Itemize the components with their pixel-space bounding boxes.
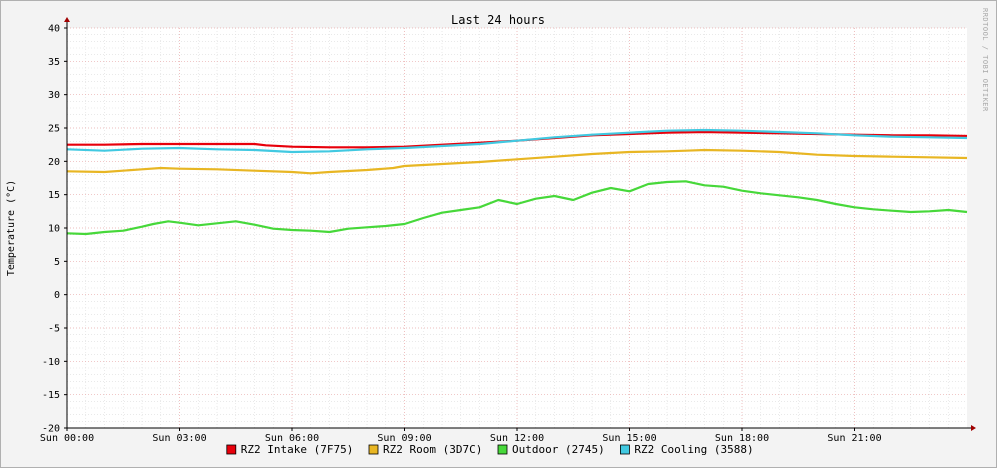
x-tick-label: Sun 09:00 [377, 433, 431, 444]
y-tick-label: -10 [42, 357, 60, 368]
y-axis-arrow [64, 17, 70, 22]
x-tick-label: Sun 15:00 [602, 433, 656, 444]
legend-label-1: RZ2 Room (3D7C) [383, 443, 482, 456]
legend-swatch-3 [620, 444, 630, 455]
y-tick-label: 15 [48, 190, 60, 201]
y-tick-label: 35 [48, 57, 60, 68]
grid-major [67, 27, 967, 428]
x-tick-label: Sun 03:00 [152, 433, 206, 444]
legend-swatch-2 [497, 444, 508, 455]
y-tick-label: 25 [48, 124, 60, 135]
y-axis-label: Temperature (°C) [6, 180, 17, 276]
y-tick-label: -5 [48, 324, 60, 335]
y-tick-label: 10 [48, 224, 60, 235]
chart-title: Last 24 hours [451, 13, 545, 27]
x-tick-label: Sun 06:00 [265, 433, 319, 444]
series-line-1 [66, 148, 968, 175]
y-tick-labels: 40 35 30 25 20 15 10 5 0 -5 -10 -15 -20 [42, 24, 60, 435]
series-line-3 [66, 128, 968, 154]
legend-swatch-0 [226, 444, 237, 455]
y-tick-label: 40 [48, 24, 60, 35]
legend-label-0: RZ2 Intake (7F75) [241, 443, 354, 456]
x-tick-labels: Sun 00:00 Sun 03:00 Sun 06:00 Sun 09:00 Sun … [40, 433, 882, 444]
series-line-2 [66, 180, 968, 236]
y-tick-label: 20 [48, 157, 60, 168]
y-tick-label: 30 [48, 90, 60, 101]
y-tick-label: -20 [42, 424, 60, 435]
rrdtool-watermark: RRDTOOL / TOBI OETIKER [981, 8, 989, 112]
legend-label-3: RZ2 Cooling (3588) [634, 443, 753, 456]
y-tick-label: -15 [42, 390, 60, 401]
x-tick-label: Sun 12:00 [490, 433, 544, 444]
x-tick-label: Sun 18:00 [715, 433, 769, 444]
y-tick-label: 5 [54, 257, 60, 268]
axes [64, 17, 976, 431]
x-tick-label: Sun 21:00 [827, 433, 881, 444]
x-axis-arrow [971, 425, 976, 431]
legend-swatch-1 [368, 444, 379, 455]
x-tick-label: Sun 00:00 [40, 433, 94, 444]
y-tick-label: 0 [54, 290, 60, 301]
legend: RZ2 Intake (7F75) RZ2 Room (3D7C) Outdoor … [226, 443, 754, 456]
series-lines [66, 128, 968, 236]
legend-label-2: Outdoor (2745) [512, 443, 605, 456]
